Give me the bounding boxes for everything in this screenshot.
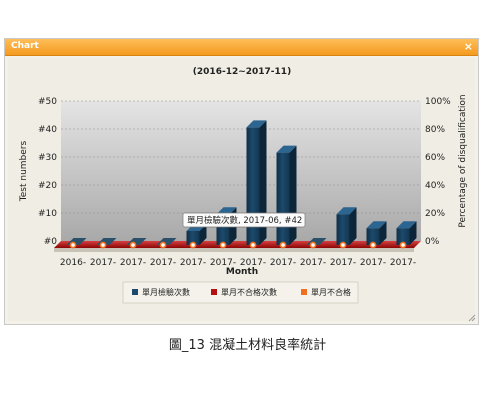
bar <box>336 207 357 245</box>
bar-top <box>246 120 267 128</box>
fail-rate-point <box>369 241 377 249</box>
bar-side <box>349 207 357 245</box>
y2-tick-label: 0% <box>425 237 440 247</box>
x-tick-label: 2016- <box>60 258 86 268</box>
bar-top <box>396 221 417 229</box>
bar-top <box>336 207 357 215</box>
x-axis-title: Month <box>226 267 258 277</box>
legend-label: 單月不合格 <box>311 287 351 297</box>
resize-grip-icon[interactable] <box>468 314 476 322</box>
x-tick-label: 2017- <box>300 258 326 268</box>
window-titlebar[interactable]: Chart × <box>5 39 478 56</box>
fail-rate-point <box>69 241 77 249</box>
x-tick-label: 2017- <box>180 258 206 268</box>
y2-tick-label: 20% <box>425 209 445 219</box>
chart-window: Chart × (2016-12~2017-11) #0 #10 #20 #30 #40 #… <box>4 38 479 325</box>
bar-top <box>276 145 297 153</box>
fail-rate-point <box>219 241 227 249</box>
x-tick-label: 2017- <box>90 258 116 268</box>
bar-top <box>366 221 387 229</box>
bar <box>396 221 417 245</box>
floor-front <box>54 248 414 252</box>
y-tick-label: #30 <box>38 153 57 163</box>
x-tick-label: 2017- <box>240 258 266 268</box>
bar-top <box>216 207 237 215</box>
legend-label: 單月不合格次數 <box>221 287 277 297</box>
tooltip-box <box>182 212 306 228</box>
y-tick-label: #0 <box>44 237 58 247</box>
x-tick-label: 2017- <box>210 258 236 268</box>
x-tick-label: 2017- <box>150 258 176 268</box>
fail-rate-point <box>309 241 317 249</box>
chart: (2016-12~2017-11) #0 #10 #20 #30 #40 #50 0% 20% 4… <box>19 67 468 304</box>
x-tick-label: 2017- <box>390 258 416 268</box>
x-tick-label: 2017- <box>330 258 356 268</box>
bar-side <box>379 221 387 245</box>
y2-axis-title: Percentage of disqualification <box>458 94 468 227</box>
window-title: Chart <box>11 41 39 51</box>
legend-swatch <box>132 289 138 295</box>
y-tick-label: #40 <box>38 125 57 135</box>
bar-front <box>276 152 290 245</box>
fail-rate-point <box>159 241 167 249</box>
legend: 單月檢驗次數 單月不合格次數 單月不合格 <box>122 281 359 304</box>
legend-swatch <box>301 289 307 295</box>
bar-front <box>186 231 200 245</box>
bar-front <box>366 228 380 245</box>
fail-rate-point <box>249 241 257 249</box>
figure-caption: 圖_13 混凝土材料良率統計 <box>168 338 327 353</box>
floor-base <box>54 241 421 248</box>
fail-rate-point <box>279 241 287 249</box>
chart-title: (2016-12~2017-11) <box>193 67 291 77</box>
bar-front <box>336 214 350 245</box>
y2-tick-label: 60% <box>425 153 445 163</box>
close-icon[interactable]: × <box>463 40 473 53</box>
y2-tick-label: 80% <box>425 125 445 135</box>
legend-swatch <box>211 289 217 295</box>
fail-rate-point <box>339 241 347 249</box>
legend-box <box>122 281 359 304</box>
fail-rate-point <box>99 241 107 249</box>
x-tick-label: 2017- <box>270 258 296 268</box>
tooltip: 單月檢驗次數, 2017-06, #42 <box>182 212 306 228</box>
bar-front <box>246 127 260 245</box>
x-tick-label: 2017- <box>360 258 386 268</box>
y-tick-label: #20 <box>38 181 57 191</box>
bar-side <box>289 145 297 245</box>
y-tick-label: #50 <box>38 97 57 107</box>
fail-rate-point <box>129 241 137 249</box>
fail-rate-point <box>399 241 407 249</box>
y-axis-title: Test numbers <box>19 140 29 202</box>
bar-side <box>409 221 417 245</box>
tooltip-text: 單月檢驗次數, 2017-06, #42 <box>187 215 302 226</box>
y2-tick-label: 40% <box>425 181 445 191</box>
bar-front <box>396 228 410 245</box>
fail-rate-point <box>189 241 197 249</box>
bar <box>276 145 297 245</box>
x-tick-label: 2017- <box>120 258 146 268</box>
chart-panel: (2016-12~2017-11) #0 #10 #20 #30 #40 #50 0% 20% 4… <box>8 58 475 321</box>
y-tick-label: #10 <box>38 209 57 219</box>
bar <box>366 221 387 245</box>
y2-tick-label: 100% <box>425 97 451 107</box>
legend-label: 單月檢驗次數 <box>142 287 190 297</box>
